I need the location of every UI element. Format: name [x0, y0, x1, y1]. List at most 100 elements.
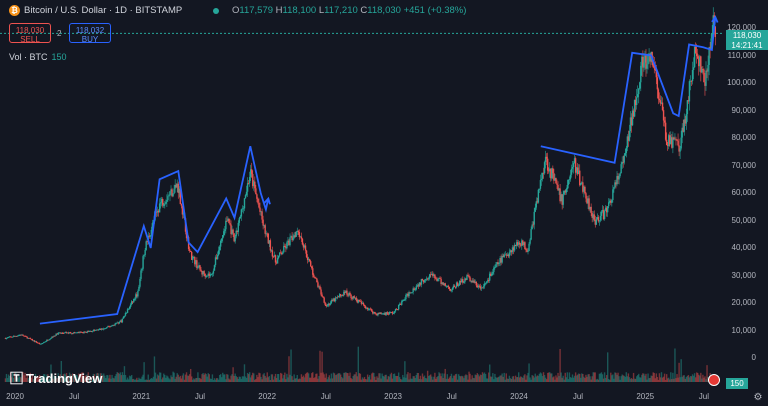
candle-body [572, 163, 575, 168]
candle-body [38, 342, 41, 344]
volume-bar [46, 374, 48, 382]
candle-body [197, 267, 199, 269]
candle-body [709, 47, 711, 50]
volume-bar [29, 372, 31, 382]
candle-body [312, 268, 314, 275]
candle-body [158, 203, 161, 213]
candle-body [529, 239, 531, 244]
volume-bar [621, 374, 623, 382]
volume-bar [397, 372, 400, 382]
volume-bar [79, 376, 81, 382]
candle-body [201, 270, 203, 275]
candle-body [100, 328, 103, 330]
volume-bar [394, 375, 397, 382]
candle-body [540, 178, 543, 181]
candle-body [267, 233, 269, 244]
volume-bar [269, 379, 272, 382]
volume-bar [482, 373, 485, 382]
flag-icon[interactable] [708, 374, 720, 386]
volume-bar [126, 377, 129, 382]
candle-body [653, 65, 655, 68]
volume-bar [141, 376, 143, 382]
symbol-title[interactable]: Bitcoin / U.S. Dollar · 1D · BITSTAMP [24, 5, 183, 16]
volume-bar [555, 375, 557, 382]
volume-bar [535, 376, 537, 382]
candle-body [646, 64, 648, 69]
candle-body [420, 278, 423, 285]
candle-body [330, 300, 333, 304]
volume-bar [346, 372, 348, 382]
volume-bar [296, 375, 298, 382]
volume-bar [235, 376, 237, 382]
candle-body [105, 328, 107, 330]
candle-body [284, 245, 286, 247]
candle-body [591, 213, 593, 218]
candle-body [628, 131, 631, 141]
volume-bar [86, 374, 88, 382]
candle-body [538, 188, 541, 190]
volume-bar [24, 372, 26, 382]
volume-bar [314, 377, 316, 382]
volume-bar [704, 376, 706, 382]
volume-bar [272, 379, 275, 382]
candle-body [387, 313, 390, 315]
price-tick-label: 100,000 [727, 78, 756, 87]
volume-bar [509, 378, 512, 382]
candle-body [417, 285, 420, 287]
volume-bar [97, 373, 100, 382]
candle-body [181, 205, 184, 215]
candle-body [238, 218, 241, 223]
volume-bar [335, 374, 338, 382]
tradingview-icon: 🅃 [10, 371, 24, 386]
volume-bar [125, 379, 128, 382]
volume-bar [32, 379, 35, 382]
sell-button[interactable]: 118,030 SELL [9, 23, 51, 44]
candle-body [377, 313, 379, 316]
candle-body [132, 301, 134, 303]
candle-body [257, 198, 259, 203]
candle-body [311, 266, 313, 269]
volume-bar [556, 377, 558, 382]
time-tick-label: 2021 [132, 392, 151, 401]
candle-body [433, 274, 435, 276]
tradingview-logo[interactable]: 🅃 TradingView [10, 368, 102, 387]
volume-bar [301, 376, 304, 382]
candle-body [693, 46, 696, 68]
candle-body [512, 247, 515, 251]
volume-legend[interactable]: Vol · BTC 150 [9, 52, 67, 62]
volume-bar [241, 376, 244, 382]
candle-body [462, 279, 464, 283]
volume-bar [582, 373, 584, 382]
volume-bar [72, 373, 74, 382]
candle-body [89, 330, 92, 332]
volume-bar [522, 377, 524, 382]
volume-bar [481, 372, 484, 382]
candle-body [448, 286, 451, 289]
volume-bar [463, 378, 465, 382]
candle-body [85, 332, 87, 333]
candle-body [479, 286, 482, 289]
candle-body [22, 334, 24, 336]
volume-bar [652, 372, 654, 382]
candle-body [496, 262, 498, 265]
gear-icon[interactable]: ⚙ [753, 392, 763, 403]
volume-bar [374, 376, 376, 382]
volume-bar [706, 365, 708, 382]
candle-body [606, 206, 609, 213]
volume-bar [303, 377, 306, 382]
candle-body [576, 167, 579, 175]
candle-body [408, 292, 410, 297]
candle-body [283, 245, 285, 253]
volume-bar [673, 378, 675, 382]
candle-body [610, 200, 612, 203]
candle-body [338, 294, 341, 297]
candle-body [593, 214, 595, 220]
candle-body [164, 203, 166, 206]
volume-bar [581, 373, 583, 382]
candle-body [175, 184, 177, 188]
candle-body [251, 169, 253, 175]
volume-bar [158, 372, 161, 382]
buy-button[interactable]: 118,032 BUY [69, 23, 111, 44]
volume-bar [357, 346, 360, 382]
